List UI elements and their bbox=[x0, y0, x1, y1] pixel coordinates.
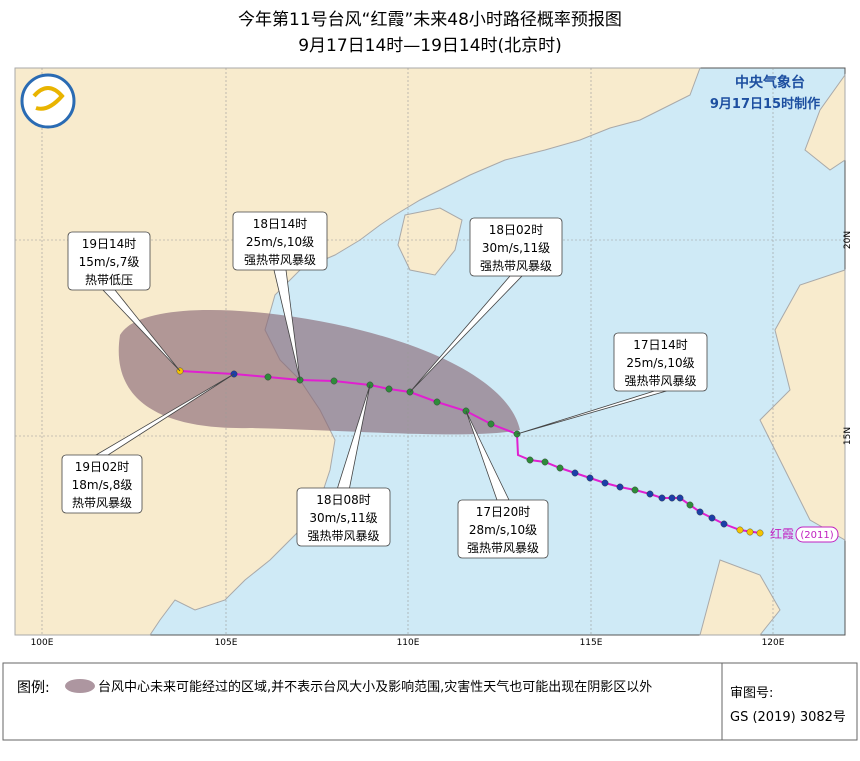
track-point bbox=[487, 420, 495, 428]
track-point bbox=[696, 508, 704, 516]
callout-text: 强热带风暴级 bbox=[480, 259, 552, 273]
approval-label: 审图号: bbox=[730, 686, 773, 701]
track-point bbox=[686, 501, 694, 509]
callout-text: 17日14时 bbox=[633, 338, 688, 352]
track-point bbox=[433, 398, 441, 406]
legend-area: 台风中心未来可能经过的区域,并不表示台风大小及影响范围,灾害性天气也可能出现在阴… bbox=[98, 679, 652, 695]
callout-text: 17日20时 bbox=[476, 505, 531, 519]
callout-text: 30m/s,11级 bbox=[482, 241, 550, 255]
track-point bbox=[601, 479, 609, 487]
track-point bbox=[526, 456, 534, 464]
track-point bbox=[736, 526, 744, 534]
callout-text: 强热带风暴级 bbox=[624, 374, 696, 388]
track-point bbox=[631, 486, 639, 494]
approval-number: GS (2019) 3082号 bbox=[730, 710, 846, 725]
map bbox=[14, 67, 846, 636]
lon-label: 105E bbox=[215, 638, 238, 648]
callout-text: 热带风暴级 bbox=[72, 496, 132, 510]
callout-box bbox=[61, 454, 143, 514]
track-point bbox=[658, 494, 666, 502]
track-point bbox=[756, 529, 764, 537]
callout-text: 强热带风暴级 bbox=[307, 529, 379, 543]
track-point bbox=[720, 520, 728, 528]
callout-text: 15m/s,7级 bbox=[79, 255, 140, 269]
agency-time: 9月17日15时制作 bbox=[710, 96, 820, 112]
callout-text: 25m/s,10级 bbox=[246, 235, 314, 249]
callout-text: 30m/s,11级 bbox=[309, 511, 377, 525]
lat-label: 15N bbox=[843, 427, 853, 445]
track-point bbox=[646, 490, 654, 498]
track-point bbox=[571, 469, 579, 477]
track-point bbox=[385, 385, 393, 393]
typhoon-name: 红霞 bbox=[770, 526, 794, 541]
callout-box bbox=[613, 332, 708, 392]
callout-text: 强热带风暴级 bbox=[467, 541, 539, 555]
callout-box bbox=[67, 231, 151, 291]
track-point bbox=[616, 483, 624, 491]
callout-text: 19日14时 bbox=[82, 237, 137, 251]
track-point bbox=[330, 377, 338, 385]
legend-title: 图例: bbox=[17, 680, 50, 696]
callout-text: 25m/s,10级 bbox=[626, 356, 694, 370]
lon-label: 115E bbox=[580, 638, 603, 648]
callout-text: 强热带风暴级 bbox=[244, 253, 316, 267]
title: 今年第11号台风“红霞”未来48小时路径概率预报图 bbox=[238, 10, 622, 30]
lat-label: 20N bbox=[843, 231, 853, 249]
track-point bbox=[746, 528, 754, 536]
callout-text: 28m/s,10级 bbox=[469, 523, 537, 537]
callout-box bbox=[296, 487, 391, 547]
lon-label: 120E bbox=[762, 638, 785, 648]
callout-text: 18日14时 bbox=[253, 217, 308, 231]
agency-name: 中央气象台 bbox=[735, 74, 805, 91]
callout-box bbox=[457, 499, 549, 559]
callout-text: 18m/s,8级 bbox=[72, 478, 133, 492]
lon-label: 110E bbox=[397, 638, 420, 648]
track-point bbox=[264, 373, 272, 381]
track-point bbox=[676, 494, 684, 502]
lon-label: 100E bbox=[31, 638, 54, 648]
track-point bbox=[668, 494, 676, 502]
track-point bbox=[708, 514, 716, 522]
track-point bbox=[541, 458, 549, 466]
typhoon-code: (2011) bbox=[800, 530, 833, 541]
track-point bbox=[556, 464, 564, 472]
callout-text: 18日02时 bbox=[489, 223, 544, 237]
callout-text: 热带低压 bbox=[85, 273, 133, 287]
callout-box bbox=[469, 217, 563, 277]
callout-text: 18日08时 bbox=[316, 493, 371, 507]
track-point bbox=[586, 474, 594, 482]
callout-box bbox=[232, 211, 328, 271]
subtitle: 9月17日14时—19日14时(北京时) bbox=[298, 36, 562, 56]
callout-text: 19日02时 bbox=[75, 460, 130, 474]
